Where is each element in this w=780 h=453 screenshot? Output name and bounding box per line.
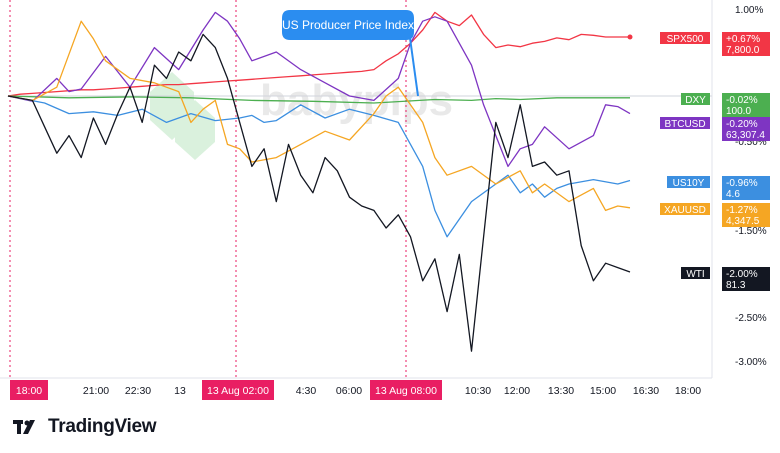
x-tick-label: 22:30 [125, 385, 151, 397]
legend-name: SPX500 [667, 34, 704, 45]
legend-value: 4.6 [726, 189, 740, 200]
series-line-xauusd [7, 20, 631, 212]
x-tick-label: 16:30 [633, 385, 659, 397]
x-tick-label: 15:00 [590, 385, 616, 397]
time-marker: 13 Aug 02:00 [202, 380, 274, 400]
y-tick-label: -3.00% [735, 357, 767, 368]
legend-btcusd[interactable]: BTCUSD -0.20%63,307.4 [660, 117, 770, 141]
time-marker-label: 13 Aug 08:00 [375, 385, 437, 397]
babypips-watermark: babypips [150, 72, 453, 160]
x-tick-label: 06:00 [336, 385, 362, 397]
legend-name-bg [681, 93, 710, 105]
legend-name: DXY [685, 95, 706, 106]
y-tick-label: 1.00% [735, 5, 763, 16]
time-marker-bg [10, 380, 48, 400]
series-line-wti [7, 33, 631, 352]
legend-value-bg [722, 32, 770, 56]
legend-value-bg [722, 176, 770, 200]
spx500-end-dot [627, 34, 633, 40]
time-marker: 18:00 [10, 380, 48, 400]
series-line-btcusd [7, 11, 631, 168]
y-tick-label: -2.50% [735, 313, 767, 324]
time-marker-bg [370, 380, 442, 400]
legend-name: WTI [686, 269, 704, 280]
legend-wti[interactable]: WTI -2.00%81.3 [681, 267, 770, 291]
x-tick-label: 18:00 [675, 385, 701, 397]
legend-name: XAUUSD [664, 205, 706, 216]
event-annotation[interactable]: US Producer Price Index [282, 10, 419, 97]
legend-value: 63,307.4 [726, 130, 765, 141]
series-line-us10y [7, 95, 631, 238]
legend-change: -0.02% [726, 95, 758, 106]
time-marker-bg [202, 380, 274, 400]
legend-value: 4,347.5 [726, 216, 760, 227]
legend-value: 7,800.0 [726, 45, 760, 56]
x-tick-label: 4:30 [296, 385, 317, 397]
series-line-spx500 [7, 11, 630, 97]
footer-brand: TradingView [48, 416, 157, 437]
legend-change: -2.00% [726, 269, 758, 280]
y-tick-label: -0.50% [735, 137, 767, 148]
legend-name-bg [667, 176, 710, 188]
legend-name-bg [681, 267, 710, 279]
legend-name: US10Y [673, 178, 705, 189]
legend-spx500[interactable]: SPX500 +0.67%7,800.0 [660, 32, 770, 56]
legend-value-bg [722, 203, 770, 227]
legend-name-bg [660, 203, 710, 215]
x-tick-label: 13 [174, 385, 186, 397]
legend-name: BTCUSD [664, 119, 705, 130]
legend-change: -0.20% [726, 119, 758, 130]
legend-dxy[interactable]: DXY -0.02%100.0 [681, 93, 770, 117]
legend-value: 100.0 [726, 106, 751, 117]
x-tick-label: 10:30 [465, 385, 491, 397]
legend-value: 81.3 [726, 280, 746, 291]
legend-value-bg [722, 93, 770, 117]
footer: TradingView [12, 416, 157, 438]
series-line-dxy [7, 95, 630, 104]
y-tick-label: -1.50% [735, 226, 767, 237]
x-tick-label: 13:30 [548, 385, 574, 397]
annotation-text: US Producer Price Index [282, 18, 414, 32]
legend-change: -0.96% [726, 178, 758, 189]
legend-change: +0.67% [726, 34, 760, 45]
time-marker-label: 18:00 [16, 385, 42, 397]
legend-name-bg [660, 117, 710, 129]
x-tick-label: 12:00 [504, 385, 530, 397]
legend-name-bg [660, 32, 710, 44]
time-marker-label: 13 Aug 02:00 [207, 385, 269, 397]
x-tick-label: 21:00 [83, 385, 109, 397]
time-marker: 13 Aug 08:00 [370, 380, 442, 400]
tradingview-logo-icon [13, 420, 35, 434]
legend-us10y[interactable]: US10Y -0.96%4.6 [667, 176, 770, 200]
legend-value-bg [722, 117, 770, 141]
legend-xauusd[interactable]: XAUUSD -1.27%4,347.5 [660, 203, 770, 227]
legend-change: -1.27% [726, 205, 758, 216]
legend-value-bg [722, 267, 770, 291]
